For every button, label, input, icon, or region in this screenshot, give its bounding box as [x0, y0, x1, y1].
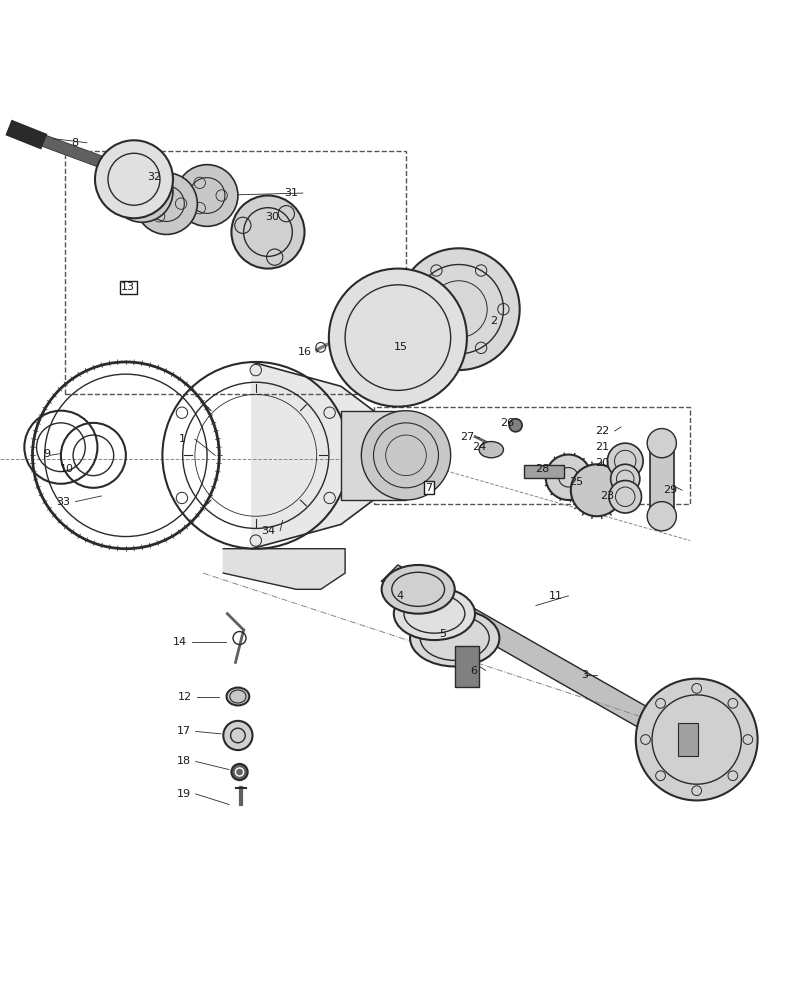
Text: 5: 5 — [439, 629, 445, 639]
Ellipse shape — [410, 610, 499, 666]
Text: 34: 34 — [260, 526, 275, 536]
Text: 31: 31 — [283, 188, 298, 198]
Circle shape — [646, 429, 676, 458]
Circle shape — [135, 173, 197, 234]
Text: 14: 14 — [173, 637, 187, 647]
Text: 26: 26 — [500, 418, 514, 428]
Ellipse shape — [478, 442, 503, 458]
Circle shape — [646, 502, 676, 531]
Polygon shape — [381, 565, 689, 748]
Text: 33: 33 — [56, 497, 71, 507]
Text: 11: 11 — [548, 591, 563, 601]
Text: 17: 17 — [176, 726, 191, 736]
Circle shape — [111, 161, 173, 222]
Text: 6: 6 — [470, 666, 476, 676]
Text: 1: 1 — [179, 434, 186, 444]
Circle shape — [95, 140, 173, 218]
Text: 3: 3 — [581, 670, 587, 680]
Circle shape — [176, 165, 238, 226]
Bar — [373, 407, 689, 504]
Bar — [677, 723, 697, 756]
Text: 12: 12 — [178, 692, 192, 702]
Ellipse shape — [393, 587, 474, 640]
Text: 9: 9 — [44, 449, 50, 459]
Circle shape — [397, 248, 519, 370]
Circle shape — [570, 464, 622, 516]
Text: 25: 25 — [569, 477, 583, 487]
Text: 4: 4 — [396, 591, 402, 601]
Text: 22: 22 — [594, 426, 609, 436]
Text: 8: 8 — [71, 138, 78, 148]
Circle shape — [361, 411, 450, 500]
Bar — [454, 646, 478, 687]
Bar — [341, 411, 406, 500]
Bar — [523, 465, 564, 478]
Ellipse shape — [226, 688, 249, 705]
Circle shape — [608, 481, 641, 513]
Text: 16: 16 — [297, 347, 311, 357]
Text: 13: 13 — [121, 282, 135, 292]
Bar — [649, 447, 673, 512]
Circle shape — [610, 464, 639, 494]
Circle shape — [508, 419, 521, 432]
Text: 23: 23 — [599, 491, 614, 501]
Circle shape — [328, 269, 466, 407]
Circle shape — [231, 764, 247, 780]
Circle shape — [607, 443, 642, 479]
Circle shape — [223, 721, 252, 750]
Text: 15: 15 — [393, 342, 408, 352]
Text: 32: 32 — [147, 172, 161, 182]
Polygon shape — [223, 549, 345, 589]
Text: 27: 27 — [459, 432, 474, 442]
Text: 19: 19 — [176, 789, 191, 799]
Text: 20: 20 — [594, 458, 609, 468]
Text: 21: 21 — [594, 442, 609, 452]
Text: 10: 10 — [59, 464, 74, 474]
Text: 30: 30 — [264, 212, 279, 222]
Text: 18: 18 — [176, 756, 191, 766]
Ellipse shape — [381, 565, 454, 614]
Circle shape — [635, 679, 757, 800]
Text: 2: 2 — [490, 316, 496, 326]
Text: 28: 28 — [534, 464, 549, 474]
Circle shape — [545, 455, 590, 500]
Text: 24: 24 — [471, 442, 486, 452]
Polygon shape — [251, 362, 373, 549]
Text: 7: 7 — [425, 483, 431, 493]
Bar — [65, 151, 406, 394]
Circle shape — [231, 196, 304, 269]
Text: 29: 29 — [662, 485, 676, 495]
